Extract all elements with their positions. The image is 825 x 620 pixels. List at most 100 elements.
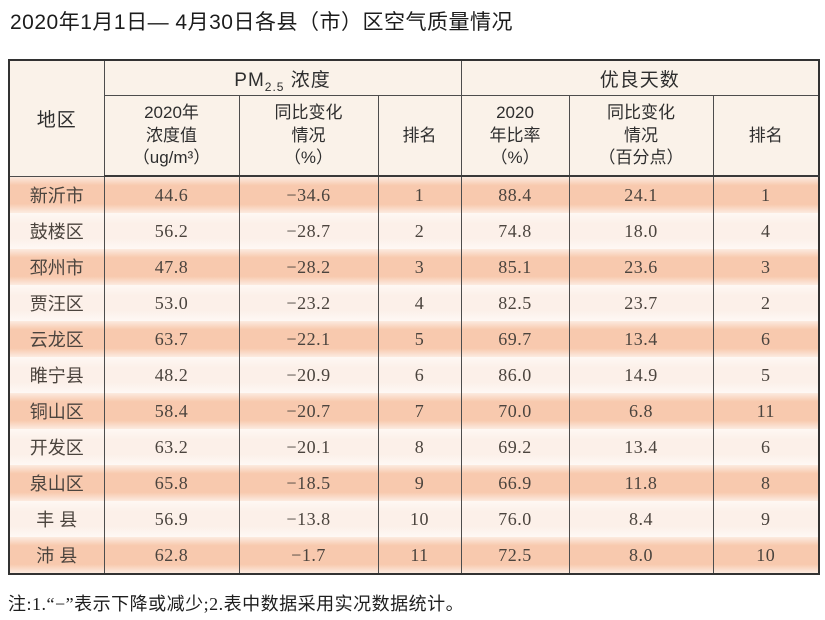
- pm-value-cell: 56.2: [103, 213, 240, 250]
- ratio-value-cell: 69.2: [460, 429, 570, 466]
- region-cell: 丰 县: [8, 501, 105, 538]
- header-group-row: 地区 PM2.5 浓度 优良天数: [8, 60, 820, 177]
- ratio-rank-cell: 5: [712, 357, 820, 394]
- table-row: 新沂市 44.6 −34.6 1 88.4 24.1 1: [8, 176, 820, 214]
- pm-change-cell: −23.2: [238, 285, 379, 322]
- pm-value-cell: 63.2: [103, 429, 240, 466]
- pm-change-cell: −28.7: [238, 213, 379, 250]
- ratio-change-cell: 23.6: [568, 249, 714, 286]
- table-row: 云龙区 63.7 −22.1 5 69.7 13.4 6: [8, 321, 820, 358]
- table-row: 睢宁县 48.2 −20.9 6 86.0 14.9 5: [8, 357, 820, 394]
- region-cell: 沛 县: [8, 537, 105, 575]
- pm-rank-cell: 3: [377, 249, 462, 286]
- pm-rank-cell: 11: [377, 537, 462, 575]
- header-pm-change: 同比变化 情况 （%）: [238, 95, 379, 178]
- ratio-rank-cell: 9: [712, 501, 820, 538]
- ratio-value-cell: 86.0: [460, 357, 570, 394]
- ratio-change-cell: 24.1: [568, 176, 714, 214]
- table-row: 开发区 63.2 −20.1 8 69.2 13.4 6: [8, 429, 820, 466]
- region-cell: 泉山区: [8, 465, 105, 502]
- ratio-value-cell: 72.5: [460, 537, 570, 575]
- ratio-value-cell: 66.9: [460, 465, 570, 502]
- ratio-change-cell: 14.9: [568, 357, 714, 394]
- ratio-rank-cell: 6: [712, 321, 820, 358]
- header-pm-value: 2020年 浓度值 （ug/m³）: [103, 95, 240, 178]
- pm-value-cell: 47.8: [103, 249, 240, 286]
- header-region: 地区: [8, 60, 105, 177]
- pm-value-cell: 56.9: [103, 501, 240, 538]
- header-good-days-group: 优良天数: [460, 60, 820, 97]
- pm-value-cell: 63.7: [103, 321, 240, 358]
- pm-change-cell: −13.8: [238, 501, 379, 538]
- pm-change-cell: −20.7: [238, 393, 379, 430]
- pm-label-prefix: PM: [234, 69, 265, 91]
- ratio-value-cell: 70.0: [460, 393, 570, 430]
- ratio-value-cell: 88.4: [460, 176, 570, 214]
- ratio-value-cell: 74.8: [460, 213, 570, 250]
- ratio-change-cell: 8.4: [568, 501, 714, 538]
- region-cell: 铜山区: [8, 393, 105, 430]
- pm-label-subscript: 2.5: [264, 79, 285, 94]
- header-sub-row: 2020年 浓度值 （ug/m³） 同比变化 情况 （%） 排名 2020 年比…: [9, 95, 820, 178]
- air-quality-table: 地区 PM2.5 浓度 优良天数 2020年 浓度值 （ug/m³） 同比变化 …: [8, 59, 821, 576]
- ratio-change-cell: 13.4: [568, 321, 714, 358]
- ratio-value-cell: 85.1: [460, 249, 570, 286]
- ratio-change-cell: 13.4: [568, 429, 714, 466]
- pm-rank-cell: 6: [377, 357, 462, 394]
- ratio-rank-cell: 11: [712, 393, 820, 430]
- region-cell: 邳州市: [8, 249, 105, 286]
- region-cell: 新沂市: [8, 176, 105, 214]
- pm-change-cell: −18.5: [238, 465, 379, 502]
- pm-change-cell: −20.1: [238, 429, 379, 466]
- pm-value-cell: 62.8: [103, 537, 240, 575]
- pm-label-suffix: 浓度: [284, 69, 331, 91]
- pm-rank-cell: 8: [377, 429, 462, 466]
- region-cell: 鼓楼区: [8, 213, 105, 250]
- ratio-change-cell: 8.0: [568, 537, 714, 575]
- ratio-value-cell: 69.7: [460, 321, 570, 358]
- pm-rank-cell: 2: [377, 213, 462, 250]
- ratio-rank-cell: 1: [712, 176, 820, 214]
- table-body: 新沂市 44.6 −34.6 1 88.4 24.1 1 鼓楼区 56.2 −2…: [8, 176, 820, 575]
- ratio-change-cell: 6.8: [568, 393, 714, 430]
- pm-rank-cell: 1: [377, 176, 462, 214]
- ratio-change-cell: 23.7: [568, 285, 714, 322]
- pm-change-cell: −1.7: [238, 537, 379, 575]
- header-ratio-change: 同比变化 情况 （百分点）: [568, 95, 714, 178]
- pm-value-cell: 58.4: [103, 393, 240, 430]
- pm-rank-cell: 7: [377, 393, 462, 430]
- table-row: 邳州市 47.8 −28.2 3 85.1 23.6 3: [8, 249, 820, 286]
- pm-change-cell: −20.9: [238, 357, 379, 394]
- ratio-rank-cell: 4: [712, 213, 820, 250]
- table-row: 鼓楼区 56.2 −28.7 2 74.8 18.0 4: [8, 213, 820, 250]
- header-ratio-rank: 排名: [712, 95, 820, 178]
- header-pm-rank: 排名: [377, 95, 462, 178]
- ratio-rank-cell: 8: [712, 465, 820, 502]
- header-ratio-value: 2020 年比率 （%）: [460, 95, 570, 178]
- pm-value-cell: 48.2: [103, 357, 240, 394]
- ratio-rank-cell: 2: [712, 285, 820, 322]
- ratio-rank-cell: 3: [712, 249, 820, 286]
- region-cell: 睢宁县: [8, 357, 105, 394]
- page-title: 2020年1月1日— 4月30日各县（市）区空气质量情况: [10, 11, 513, 34]
- pm-change-cell: −28.2: [238, 249, 379, 286]
- table-row: 泉山区 65.8 −18.5 9 66.9 11.8 8: [8, 465, 820, 502]
- table-header: 地区 PM2.5 浓度 优良天数 2020年 浓度值 （ug/m³） 同比变化 …: [8, 60, 820, 178]
- ratio-value-cell: 82.5: [460, 285, 570, 322]
- pm-rank-cell: 5: [377, 321, 462, 358]
- pm-value-cell: 53.0: [103, 285, 240, 322]
- region-cell: 云龙区: [8, 321, 105, 358]
- ratio-rank-cell: 10: [712, 537, 820, 575]
- pm-rank-cell: 4: [377, 285, 462, 322]
- pm-change-cell: −22.1: [238, 321, 379, 358]
- ratio-change-cell: 18.0: [568, 213, 714, 250]
- table-row: 铜山区 58.4 −20.7 7 70.0 6.8 11: [8, 393, 820, 430]
- ratio-rank-cell: 6: [712, 429, 820, 466]
- footnote: 注:1.“−”表示下降或减少;2.表中数据采用实况数据统计。: [8, 594, 465, 615]
- table-row: 贾汪区 53.0 −23.2 4 82.5 23.7 2: [8, 285, 820, 322]
- pm-rank-cell: 9: [377, 465, 462, 502]
- table-row: 丰 县 56.9 −13.8 10 76.0 8.4 9: [8, 501, 820, 538]
- pm-rank-cell: 10: [377, 501, 462, 538]
- ratio-change-cell: 11.8: [568, 465, 714, 502]
